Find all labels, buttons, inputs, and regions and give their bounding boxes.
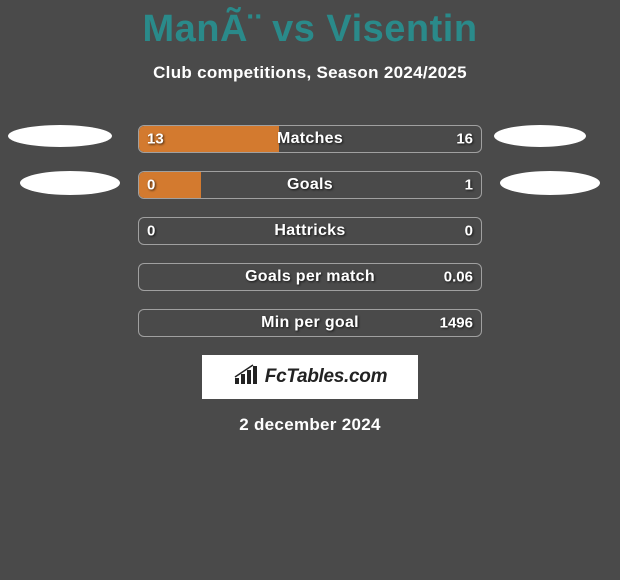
- stat-row: Min per goal1496: [0, 309, 620, 337]
- subtitle: Club competitions, Season 2024/2025: [0, 63, 620, 83]
- stats-area: Matches1316Goals01Hattricks00Goals per m…: [0, 125, 620, 337]
- stat-bar: Min per goal1496: [138, 309, 482, 337]
- logo-text: FcTables.com: [265, 366, 387, 388]
- page-title: ManÃ¨ vs Visentin: [0, 0, 620, 51]
- stat-row: Goals per match0.06: [0, 263, 620, 291]
- stat-value-right: 16: [456, 131, 473, 148]
- bar-chart-icon: [233, 364, 259, 391]
- stat-bar: Goals per match0.06: [138, 263, 482, 291]
- stat-value-left: 0: [147, 177, 155, 194]
- fctables-logo: FcTables.com: [202, 355, 418, 399]
- stat-row: Goals0 1: [0, 171, 620, 199]
- date: 2 december 2024: [0, 415, 620, 435]
- stat-value-right: 0: [465, 223, 473, 240]
- stat-value-right: 1496: [440, 315, 473, 332]
- stat-label: Hattricks: [139, 222, 481, 240]
- stat-label: Min per goal: [139, 314, 481, 332]
- stat-bar: Hattricks0 0: [138, 217, 482, 245]
- stat-label: Goals: [139, 176, 481, 194]
- stat-bar: Goals0 1: [138, 171, 482, 199]
- stat-value-right: 0.06: [444, 269, 473, 286]
- stat-value-right: 1: [465, 177, 473, 194]
- stat-label: Matches: [139, 130, 481, 148]
- stat-label: Goals per match: [139, 268, 481, 286]
- stat-row: Matches13 16: [0, 125, 620, 153]
- stat-row: Hattricks0 0: [0, 217, 620, 245]
- stat-bar: Matches13 16: [138, 125, 482, 153]
- stat-value-left: 13: [147, 131, 164, 148]
- stat-value-left: 0: [147, 223, 155, 240]
